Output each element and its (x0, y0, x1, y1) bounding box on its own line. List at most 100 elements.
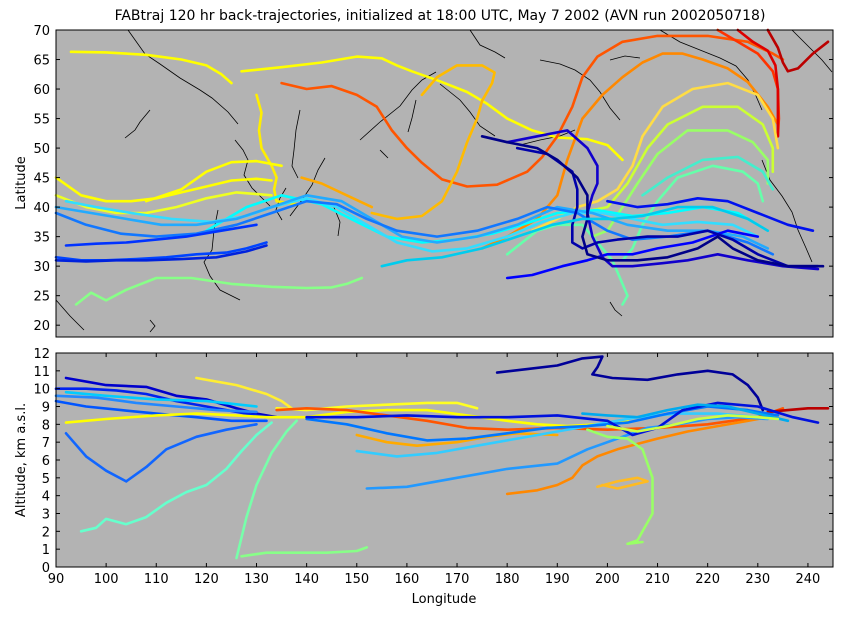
y-tick-label: 1 (42, 543, 50, 558)
map-trajectory-line (606, 197, 815, 232)
y-tick-label: 10 (33, 383, 50, 398)
y-tick-label: 0 (42, 561, 50, 576)
x-tick-label: 210 (645, 572, 670, 587)
y-tick-label: 3 (42, 508, 50, 523)
x-tick-label: 190 (545, 572, 570, 587)
x-tick-label: 240 (796, 572, 821, 587)
map-trajectory-line (74, 276, 364, 306)
map-trajectory-line (736, 28, 780, 138)
altitude-trajectory-line (64, 423, 258, 483)
altitude-trajectory-line (586, 428, 654, 546)
latitude-axis-label: Latitude (14, 156, 29, 210)
map-trajectory-line (300, 176, 374, 209)
x-tick-label: 220 (695, 572, 720, 587)
x-tick-label: 110 (144, 572, 169, 587)
figure-title: FABtraj 120 hr back-trajectories, initia… (115, 8, 766, 24)
y-tick-label: 9 (42, 401, 50, 416)
altitude-trajectory-line (355, 432, 559, 447)
map-trajectory-line (54, 191, 273, 215)
x-tick-label: 100 (94, 572, 119, 587)
altitude-trajectory-line (766, 407, 830, 414)
altitude-trajectory-line (54, 399, 268, 423)
map-trajectory-line (64, 197, 760, 253)
x-tick-label: 150 (344, 572, 369, 587)
y-tick-label: 45 (33, 172, 50, 187)
altitude-trajectory-line (365, 415, 770, 490)
map-trajectory-line (280, 34, 785, 188)
x-tick-label: 90 (48, 572, 65, 587)
y-tick-label: 60 (33, 83, 50, 98)
altitude-trajectory-line (505, 414, 780, 496)
altitude-trajectory-line (79, 421, 273, 533)
y-tick-label: 7 (42, 436, 50, 451)
map-trajectory-line (515, 146, 820, 268)
longitude-ticks: 90 100 110 120 130 140 150 160 170 180 190 200 210 22… (48, 353, 821, 587)
y-tick-label: 30 (33, 260, 50, 275)
map-trajectory-line (370, 64, 496, 221)
x-tick-label: 230 (745, 572, 770, 587)
altitude-trajectory-line (495, 355, 765, 412)
map-trajectories (54, 28, 830, 306)
map-panel-frame (55, 29, 834, 338)
altitude-trajectory-line (606, 414, 780, 433)
altitude-trajectory-line (54, 394, 258, 414)
longitude-axis-label: Longitude (412, 592, 477, 607)
map-trajectory-line (54, 199, 775, 256)
map-panel: 20 25 30 35 40 45 50 55 60 65 70 Latitude (14, 24, 834, 338)
map-trajectory-line (766, 28, 830, 73)
latitude-ticks: 20 25 30 35 40 45 50 55 60 65 70 (33, 24, 833, 334)
map-trajectory-line (54, 194, 770, 250)
x-tick-label: 180 (495, 572, 520, 587)
altitude-trajectory-line (64, 408, 629, 428)
y-tick-label: 2 (42, 525, 50, 540)
map-trajectory-line (64, 223, 258, 247)
altitude-trajectory-line (581, 403, 790, 423)
map-trajectory-line (641, 155, 775, 197)
x-tick-label: 200 (595, 572, 620, 587)
y-tick-label: 35 (33, 231, 50, 246)
y-tick-label: 50 (33, 142, 50, 157)
map-trajectory-line (505, 129, 820, 271)
y-tick-label: 65 (33, 54, 50, 69)
altitude-trajectory-line (275, 401, 479, 412)
altitude-trajectory-line (275, 407, 785, 431)
altitude-axis-label: Altitude, km a.s.l. (14, 403, 29, 517)
map-trajectory-line (69, 50, 233, 85)
altitude-trajectory-line (355, 412, 780, 458)
x-tick-label: 120 (194, 572, 219, 587)
map-trajectory-line (240, 55, 624, 162)
y-tick-label: 40 (33, 201, 50, 216)
y-tick-label: 70 (33, 24, 50, 39)
y-tick-label: 55 (33, 113, 50, 128)
altitude-trajectory-line (596, 476, 649, 490)
altitude-trajectories (54, 355, 830, 560)
y-tick-label: 12 (33, 347, 50, 362)
map-trajectory-line (480, 135, 825, 268)
map-trajectory-line (54, 176, 273, 203)
y-tick-label: 5 (42, 472, 50, 487)
x-tick-label: 130 (244, 572, 269, 587)
x-tick-label: 140 (294, 572, 319, 587)
altitude-trajectory-line (195, 376, 293, 410)
altitude-trajectory-line (235, 419, 298, 560)
map-panel-background (56, 30, 833, 337)
altitude-trajectory-line (64, 390, 258, 408)
x-tick-label: 160 (394, 572, 419, 587)
y-tick-label: 6 (42, 454, 50, 469)
y-tick-label: 25 (33, 290, 50, 305)
map-trajectory-line (54, 244, 268, 263)
y-tick-label: 4 (42, 490, 50, 505)
y-tick-label: 11 (33, 365, 50, 380)
map-trajectory-line (380, 205, 770, 268)
coastlines (55, 29, 833, 333)
y-tick-label: 8 (42, 418, 50, 433)
altitude-panel-background (56, 353, 833, 567)
map-trajectory-line (144, 159, 283, 203)
y-tick-label: 20 (33, 319, 50, 334)
altitude-trajectory-line (240, 546, 369, 558)
x-tick-label: 170 (445, 572, 470, 587)
map-trajectory-line (505, 229, 760, 280)
